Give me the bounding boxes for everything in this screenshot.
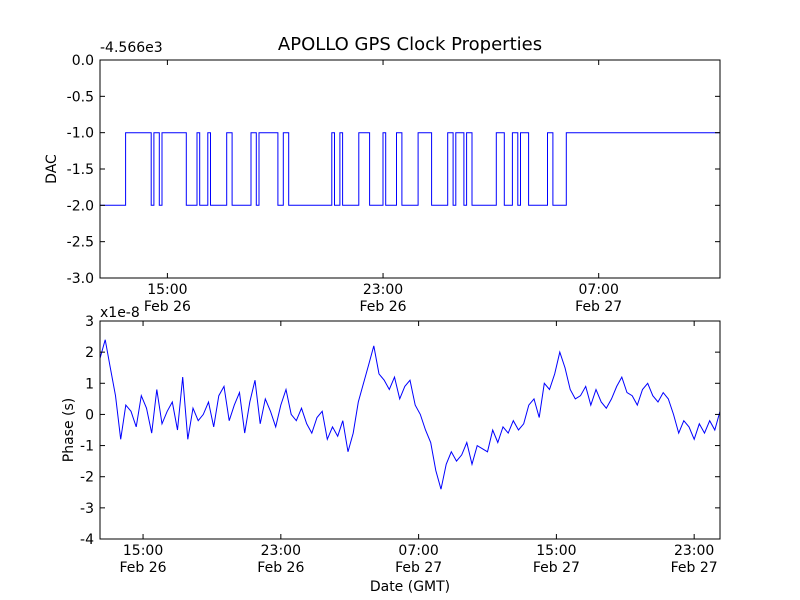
dac-ytick-label: -1.5 bbox=[67, 162, 94, 178]
phase-series-line bbox=[99, 339, 721, 490]
phase-ytick-label: -2 bbox=[80, 470, 94, 486]
phase-ytick-label: -1 bbox=[80, 439, 94, 455]
phase-xtick-time: 23:00 bbox=[261, 543, 301, 559]
dac-plot-frame bbox=[99, 59, 721, 279]
dac-y-axis-label: DAC bbox=[44, 154, 60, 184]
dac-xtick-time: 07:00 bbox=[579, 282, 619, 298]
dac-xtick-time: 23:00 bbox=[363, 282, 403, 298]
phase-xtick-time: 23:00 bbox=[674, 543, 714, 559]
dac-xtick-time: 15:00 bbox=[147, 282, 187, 298]
phase-xtick-date: Feb 27 bbox=[533, 560, 580, 576]
dac-ytick-label: -2.0 bbox=[67, 198, 94, 214]
phase-ytick-label: -4 bbox=[80, 532, 94, 548]
phase-xtick-time: 15:00 bbox=[123, 543, 163, 559]
phase-offset-label: x1e-8 bbox=[100, 305, 140, 321]
phase-xtick-date: Feb 26 bbox=[120, 560, 167, 576]
phase-ytick-label: -3 bbox=[80, 501, 94, 517]
phase-xtick-time: 07:00 bbox=[398, 543, 438, 559]
dac-ytick-label: -2.5 bbox=[67, 235, 94, 251]
phase-ytick-label: 1 bbox=[85, 376, 94, 392]
phase-series-group bbox=[99, 339, 721, 490]
phase-plot-frame bbox=[99, 320, 721, 540]
dac-ytick-label: -1.0 bbox=[67, 126, 94, 142]
dac-series-group bbox=[100, 132, 720, 206]
phase-ytick-label: 0 bbox=[85, 407, 94, 423]
phase-xtick-date: Feb 27 bbox=[671, 560, 718, 576]
chart-title: APOLLO GPS Clock Properties bbox=[278, 34, 542, 55]
phase-xtick-time: 15:00 bbox=[536, 543, 576, 559]
dac-ytick-label: 0.0 bbox=[72, 53, 94, 69]
phase-xtick-date: Feb 27 bbox=[395, 560, 442, 576]
dac-ytick-label: -3.0 bbox=[67, 271, 94, 287]
dac-series-line bbox=[100, 132, 720, 206]
phase-x-axis-label: Date (GMT) bbox=[370, 579, 450, 595]
dac-xtick-date: Feb 27 bbox=[575, 299, 622, 315]
dac-ytick-label: -0.5 bbox=[67, 89, 94, 105]
phase-xtick-date: Feb 26 bbox=[257, 560, 304, 576]
phase-ytick-label: 2 bbox=[85, 345, 94, 361]
phase-ytick-label: 3 bbox=[85, 314, 94, 330]
phase-y-axis-label: Phase (s) bbox=[61, 398, 77, 462]
dac-xtick-date: Feb 26 bbox=[144, 299, 191, 315]
dac-xtick-date: Feb 26 bbox=[360, 299, 407, 315]
dac-offset-label: -4.566e3 bbox=[100, 40, 163, 56]
